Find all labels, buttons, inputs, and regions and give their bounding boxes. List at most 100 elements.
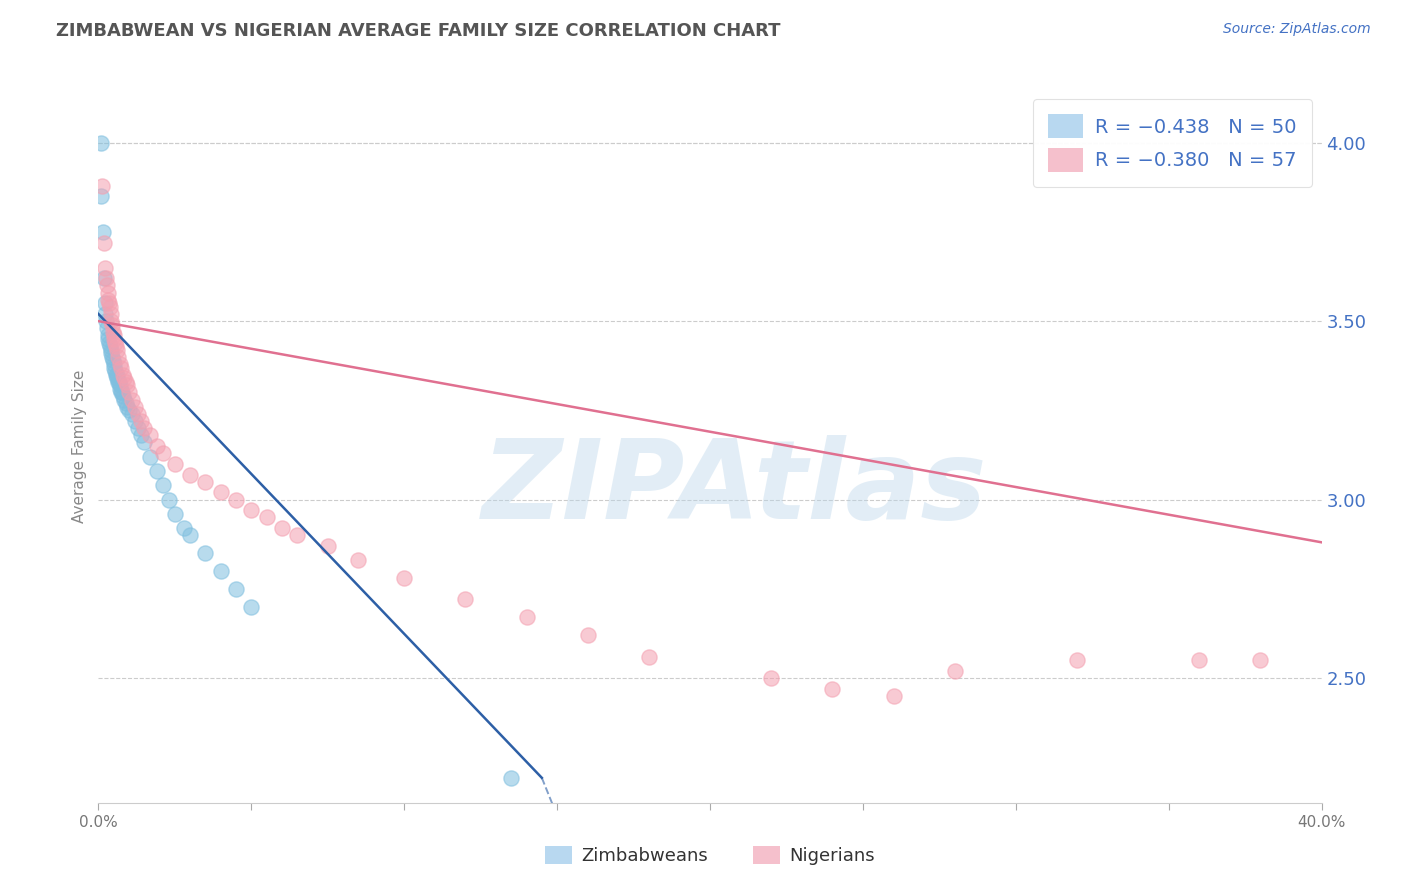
Point [347,553,370,567]
Point [98,339,121,353]
Point [392,571,416,585]
Point [225,582,247,596]
Point [100,343,122,357]
Point [163,457,186,471]
Point [105,371,128,385]
Point [139,450,162,464]
Point [105,339,128,353]
Point [90,189,112,203]
Point [97,285,120,300]
Point [93,271,115,285]
Point [194,475,217,489]
Point [107,375,129,389]
Point [94,271,117,285]
Point [101,350,124,364]
Point [127,421,149,435]
Point [121,392,143,407]
Point [111,389,134,403]
Point [105,368,128,382]
Point [124,414,146,428]
Point [94,307,117,321]
Point [98,296,121,310]
Point [117,400,139,414]
Point [139,428,162,442]
Point [108,375,131,389]
Point [108,357,131,371]
Point [194,546,217,560]
Text: Source: ZipAtlas.com: Source: ZipAtlas.com [1223,22,1371,37]
Point [638,649,661,664]
Point [145,439,167,453]
Point [93,235,115,250]
Point [105,368,128,382]
Point [104,335,127,350]
Point [100,307,122,321]
Point [117,378,139,392]
Point [90,136,112,150]
Point [118,403,141,417]
Point [209,485,232,500]
Point [124,400,146,414]
Point [134,435,156,450]
Point [110,382,132,396]
Point [1188,653,1211,667]
Point [97,328,120,343]
Point [98,300,121,314]
Point [516,610,538,624]
Legend: Zimbabweans, Nigerians: Zimbabweans, Nigerians [538,838,882,872]
Point [118,385,141,400]
Point [127,407,149,421]
Point [256,510,278,524]
Point [821,681,844,696]
Point [103,360,125,375]
Point [91,225,114,239]
Point [112,392,135,407]
Point [761,671,783,685]
Point [157,492,180,507]
Point [943,664,966,678]
Point [225,492,247,507]
Point [110,360,132,375]
Point [105,343,128,357]
Point [97,332,120,346]
Point [110,385,132,400]
Point [94,260,117,275]
Point [285,528,308,542]
Point [98,335,121,350]
Point [94,314,117,328]
Point [152,478,174,492]
Point [134,421,156,435]
Point [152,446,174,460]
Point [145,464,167,478]
Point [112,371,135,385]
Point [108,378,131,392]
Point [115,396,138,410]
Point [111,368,134,382]
Point [101,318,124,332]
Point [103,328,125,343]
Point [883,689,905,703]
Point [104,364,127,378]
Y-axis label: Average Family Size: Average Family Size [72,369,87,523]
Point [501,771,523,785]
Text: ZIMBABWEAN VS NIGERIAN AVERAGE FAMILY SIZE CORRELATION CHART: ZIMBABWEAN VS NIGERIAN AVERAGE FAMILY SI… [56,22,780,40]
Point [97,293,120,307]
Point [179,467,201,482]
Point [115,375,138,389]
Point [96,321,118,335]
Point [91,178,114,193]
Point [96,278,118,293]
Point [1066,653,1088,667]
Point [121,407,143,421]
Point [93,296,115,310]
Point [316,539,339,553]
Point [101,353,124,368]
Point [576,628,599,642]
Point [103,357,125,371]
Point [240,599,263,614]
Point [111,385,134,400]
Text: ZIPAtlas: ZIPAtlas [482,435,987,542]
Point [179,528,201,542]
Point [103,332,125,346]
Point [270,521,294,535]
